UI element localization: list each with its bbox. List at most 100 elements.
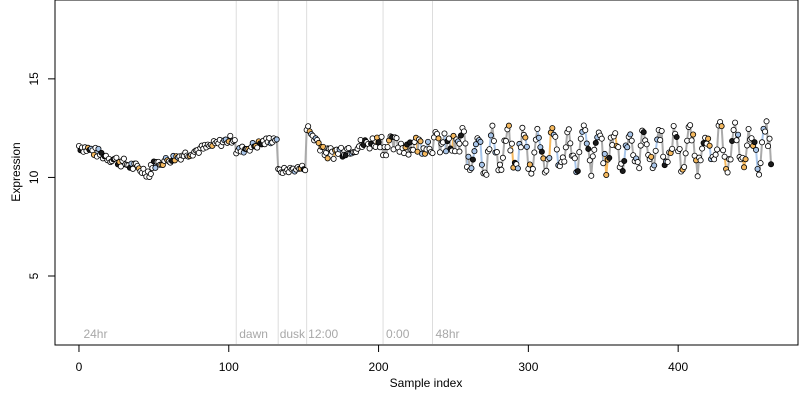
- data-point: [561, 158, 568, 165]
- x-tick-label: 0: [76, 360, 83, 374]
- data-point: [603, 172, 610, 179]
- data-point: [598, 135, 605, 142]
- data-point: [552, 133, 559, 140]
- data-point: [624, 144, 631, 151]
- data-point: [483, 171, 490, 178]
- data-point: [612, 130, 619, 137]
- data-point: [305, 123, 312, 130]
- series-line-segment: [755, 149, 759, 170]
- data-point: [658, 127, 665, 134]
- y-axis-title: Expression: [9, 142, 23, 201]
- data-point: [571, 155, 578, 162]
- data-point: [754, 165, 761, 172]
- data-point: [627, 131, 634, 138]
- data-point: [637, 142, 644, 149]
- series-line-segment: [548, 132, 552, 159]
- data-point: [574, 168, 581, 175]
- data-point: [442, 148, 449, 155]
- data-point: [615, 144, 622, 151]
- data-point: [643, 141, 650, 148]
- data-point: [705, 135, 712, 142]
- data-point: [445, 135, 452, 142]
- data-point: [591, 146, 598, 153]
- data-point: [496, 161, 503, 168]
- data-point: [694, 173, 701, 180]
- series-line-segment: [275, 139, 280, 170]
- data-point: [765, 143, 772, 150]
- data-point: [384, 144, 391, 151]
- data-point: [505, 122, 512, 129]
- data-point: [231, 137, 238, 144]
- data-point: [535, 134, 542, 141]
- data-point: [670, 122, 677, 129]
- data-point: [468, 165, 475, 172]
- data-point: [589, 153, 596, 160]
- x-tick-label: 300: [518, 360, 538, 374]
- data-point: [712, 151, 719, 158]
- data-point: [733, 137, 740, 144]
- data-point: [576, 149, 583, 156]
- data-point: [688, 137, 695, 144]
- data-point: [636, 165, 643, 172]
- data-point: [498, 166, 505, 173]
- data-point: [606, 154, 613, 161]
- data-point: [682, 150, 689, 157]
- series-points: [75, 118, 775, 180]
- data-point: [338, 144, 345, 151]
- x-tick-label: 100: [219, 360, 239, 374]
- series-line-segment: [768, 138, 773, 165]
- data-point: [565, 126, 572, 133]
- x-tick-label: 200: [369, 360, 389, 374]
- data-point: [735, 131, 742, 138]
- data-point: [457, 132, 464, 139]
- y-tick-label: 15: [27, 72, 41, 86]
- annotation-labels: 24hr dawn dusk 12:00 0:00 48hr: [83, 327, 459, 341]
- data-point: [490, 137, 497, 144]
- data-point: [529, 165, 536, 172]
- data-point: [567, 140, 574, 147]
- data-point: [730, 126, 737, 133]
- data-point: [553, 146, 560, 153]
- data-point: [417, 138, 424, 145]
- data-point: [651, 162, 658, 169]
- data-point: [714, 146, 721, 153]
- data-point: [600, 160, 607, 167]
- data-point: [619, 168, 626, 175]
- data-point: [502, 137, 509, 144]
- series-line-segment: [660, 130, 665, 157]
- data-point: [478, 161, 485, 168]
- data-point: [393, 135, 400, 142]
- data-point: [718, 123, 725, 130]
- data-point: [543, 167, 550, 174]
- data-point: [519, 124, 526, 131]
- y-axis: 5 10 15: [27, 72, 56, 279]
- data-point: [499, 154, 506, 161]
- series-line-segment: [720, 126, 725, 151]
- data-point: [517, 144, 524, 151]
- data-point: [315, 139, 322, 146]
- data-point: [489, 122, 496, 129]
- data-point: [436, 149, 443, 156]
- data-point: [546, 154, 553, 161]
- data-point: [586, 157, 593, 164]
- data-point: [129, 165, 136, 172]
- data-point: [648, 153, 655, 160]
- data-point: [621, 157, 628, 164]
- data-point: [113, 154, 120, 161]
- data-point: [302, 167, 309, 174]
- data-point: [753, 146, 760, 153]
- data-point: [759, 139, 766, 146]
- annotation-label: 12:00: [308, 327, 338, 341]
- data-point: [526, 161, 533, 168]
- x-tick-label: 400: [668, 360, 688, 374]
- series-line-segment: [759, 142, 764, 164]
- data-point: [383, 152, 390, 159]
- series-line-segment: [729, 140, 734, 160]
- data-point: [628, 137, 635, 144]
- data-point: [681, 164, 688, 171]
- data-point: [465, 153, 472, 160]
- y-tick-label: 10: [27, 170, 41, 184]
- data-point: [640, 129, 647, 136]
- data-point: [727, 156, 734, 163]
